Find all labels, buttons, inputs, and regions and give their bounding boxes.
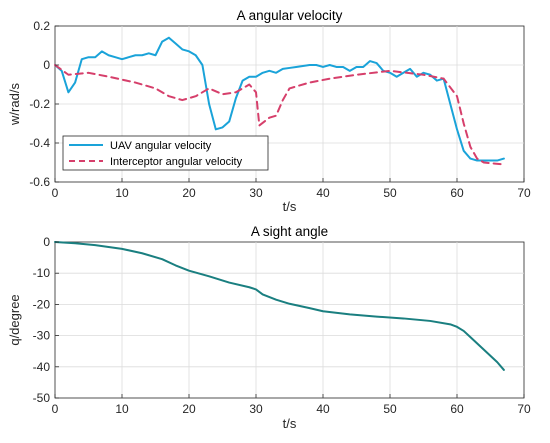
tick-layer: 0 10 20 30 40 50 60 70 -0.6 -0.4 -0.2 0 0.2 [29, 19, 531, 200]
x-tick-label: 10 [115, 186, 129, 200]
y-tick-label: -20 [33, 297, 51, 311]
chart-title: A angular velocity [237, 8, 343, 23]
x-tick-label: 20 [182, 186, 196, 200]
y-tick-label: -40 [33, 360, 51, 374]
y-tick-label: 0 [43, 58, 50, 72]
legend: UAV angular velocity Interceptor angular… [62, 135, 269, 171]
x-axis-label: t/s [283, 416, 297, 431]
y-tick-label: -0.4 [29, 136, 50, 150]
series-line-interceptor-angular-velocity [54, 64, 505, 166]
y-axis-label: w/rad/s [7, 83, 22, 126]
x-tick-label: 60 [450, 402, 464, 416]
x-tick-label: 30 [249, 402, 263, 416]
legend-box [62, 135, 269, 171]
chart-title: A sight angle [251, 224, 328, 239]
y-tick-label: -50 [33, 391, 51, 405]
y-tick-label: -10 [33, 266, 51, 280]
x-tick-label: 50 [383, 402, 397, 416]
x-tick-label: 70 [517, 402, 531, 416]
series-line-sight-angle [54, 241, 505, 371]
legend-label-interceptor: Interceptor angular velocity [110, 156, 243, 168]
y-tick-label: -0.2 [29, 97, 50, 111]
x-tick-label: 40 [316, 186, 330, 200]
angular-velocity-chart: 0 10 20 30 40 50 60 70 -0.6 -0.4 -0.2 0 0.2 A angula… [7, 8, 531, 214]
series-layer [54, 241, 505, 371]
y-axis-label: q/degree [7, 294, 22, 345]
y-tick-label: -0.6 [29, 175, 50, 189]
x-axis-label: t/s [283, 199, 297, 214]
series-layer [54, 36, 505, 166]
y-tick-label: 0.2 [33, 19, 50, 33]
x-tick-label: 60 [450, 186, 464, 200]
x-tick-label: 40 [316, 402, 330, 416]
legend-label-uav: UAV angular velocity [110, 140, 212, 152]
x-tick-label: 70 [517, 186, 531, 200]
x-tick-label: 50 [383, 186, 397, 200]
tick-layer: 0 10 20 30 40 50 60 70 -50 -40 -30 -20 -10 0 [33, 235, 531, 416]
x-tick-label: 10 [115, 402, 129, 416]
sight-angle-chart: 0 10 20 30 40 50 60 70 -50 -40 -30 -20 -10 0 A sight … [7, 224, 531, 431]
plot-area [54, 241, 525, 399]
y-tick-label: 0 [43, 235, 50, 249]
x-tick-label: 0 [52, 186, 59, 200]
y-tick-label: -30 [33, 329, 51, 343]
x-tick-label: 20 [182, 402, 196, 416]
x-tick-label: 0 [52, 402, 59, 416]
x-tick-label: 30 [249, 186, 263, 200]
series-line-uav-angular-velocity [54, 36, 505, 162]
